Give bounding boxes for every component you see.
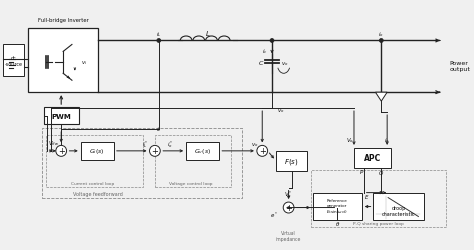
Circle shape [56, 146, 66, 157]
Text: Q: Q [379, 170, 383, 174]
Polygon shape [375, 93, 387, 102]
FancyBboxPatch shape [81, 142, 114, 160]
Text: $G_i(s)$: $G_i(s)$ [90, 147, 105, 156]
Text: $v_i$: $v_i$ [82, 59, 88, 67]
FancyBboxPatch shape [276, 151, 307, 171]
Text: Power
output: Power output [450, 61, 471, 72]
Text: $e^*$: $e^*$ [270, 210, 278, 219]
Text: Voltage feedforward: Voltage feedforward [73, 191, 123, 196]
FancyBboxPatch shape [28, 28, 98, 93]
Text: E: E [365, 194, 368, 199]
Text: PWM: PWM [51, 114, 71, 119]
Text: +: + [259, 147, 266, 156]
Text: $i_o$: $i_o$ [384, 136, 390, 145]
Text: $G_v(s)$: $G_v(s)$ [194, 147, 211, 156]
Text: $v_o$: $v_o$ [277, 107, 284, 114]
Circle shape [157, 39, 161, 43]
FancyBboxPatch shape [374, 193, 424, 220]
Text: dc
-source: dc -source [4, 56, 22, 66]
Text: $v_o$: $v_o$ [251, 140, 258, 148]
Text: droop
characteristic: droop characteristic [382, 205, 416, 216]
FancyBboxPatch shape [3, 45, 24, 77]
Text: $V_o^*$: $V_o^*$ [284, 188, 293, 199]
Text: $i_o^*$: $i_o^*$ [166, 139, 173, 150]
Text: Current control loop: Current control loop [71, 181, 114, 185]
Text: Full-bridge Inverter: Full-bridge Inverter [38, 18, 89, 23]
Text: $V_o$: $V_o$ [346, 136, 354, 145]
FancyBboxPatch shape [354, 148, 391, 168]
Text: $V_{ffw}$: $V_{ffw}$ [47, 139, 59, 148]
Text: Reference
generator
$E_s\sin(\omega_o t)$: Reference generator $E_s\sin(\omega_o t)… [327, 198, 348, 215]
FancyBboxPatch shape [44, 108, 79, 124]
Text: $i_L^*$: $i_L^*$ [142, 139, 148, 150]
Circle shape [270, 39, 274, 43]
Text: +: + [58, 147, 64, 156]
Circle shape [149, 146, 160, 157]
FancyBboxPatch shape [313, 193, 362, 220]
Text: Virtual
impedance: Virtual impedance [276, 230, 301, 241]
Text: +: + [152, 147, 158, 156]
Circle shape [257, 146, 268, 157]
Text: $i_L$: $i_L$ [156, 125, 162, 134]
FancyBboxPatch shape [186, 142, 219, 160]
Text: P: P [360, 170, 364, 174]
Text: $i_o$: $i_o$ [378, 30, 384, 39]
Text: $\theta$: $\theta$ [335, 220, 340, 228]
Circle shape [283, 202, 294, 213]
Circle shape [379, 39, 383, 43]
Text: P-Q sharing power loop: P-Q sharing power loop [353, 222, 404, 226]
Text: $i_c$: $i_c$ [263, 47, 268, 56]
Text: Voltage control loop: Voltage control loop [169, 181, 213, 185]
Text: APC: APC [364, 154, 381, 163]
Text: $i_L$: $i_L$ [156, 30, 162, 39]
Text: $v_o$: $v_o$ [281, 60, 288, 68]
Text: +: + [285, 203, 292, 212]
Text: $F(s)$: $F(s)$ [284, 156, 299, 166]
Text: $L$: $L$ [205, 29, 210, 38]
Text: $C$: $C$ [258, 59, 264, 67]
